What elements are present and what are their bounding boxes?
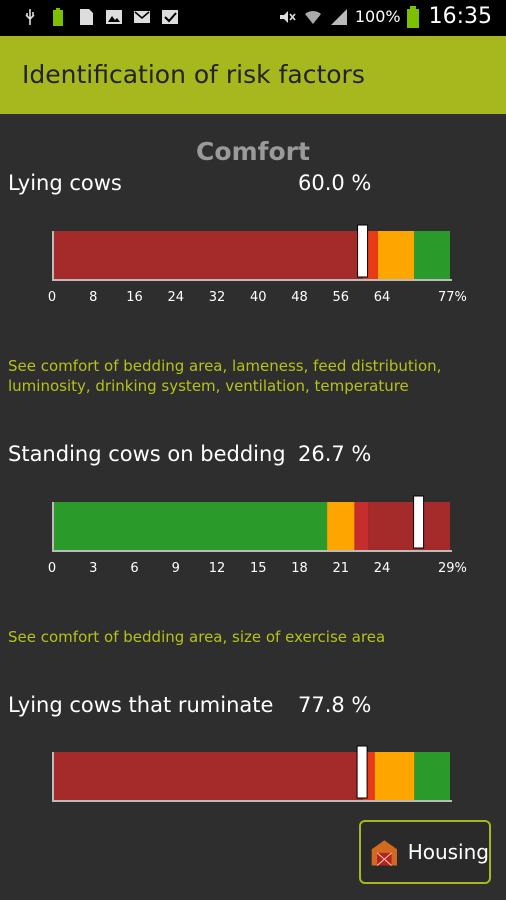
sd-card-icon (80, 9, 93, 25)
gauge-segment (368, 502, 450, 550)
gauge-segment (354, 502, 369, 550)
usb-icon (25, 9, 35, 25)
gauge-segment (362, 752, 375, 800)
check-icon (162, 10, 178, 24)
gauge-svg (52, 495, 452, 552)
gauge-marker (356, 745, 368, 799)
advice-text: See comfort of bedding area, lameness, f… (8, 357, 442, 395)
tick-label: 16 (126, 290, 143, 305)
advice-text: See comfort of bedding area, size of exe… (8, 628, 386, 646)
gauge-segment (54, 231, 363, 279)
gauge-segment (327, 502, 355, 550)
gauge-segment (54, 752, 363, 800)
gauge-segment (374, 752, 415, 800)
gauge-segment (378, 231, 414, 279)
gmail-icon (134, 11, 150, 23)
barn-icon (371, 840, 397, 866)
tick-label: 40 (249, 290, 267, 305)
tick-label: 8 (89, 290, 98, 305)
tick-label: 56 (332, 290, 350, 305)
indicator-value: 60.0 % (298, 171, 372, 195)
gauge-svg (52, 224, 452, 281)
gauge-marker (413, 495, 425, 549)
gauge-segment (414, 231, 450, 279)
clock: 16:35 (428, 4, 492, 29)
battery-icon (406, 5, 419, 28)
tick-label: 24 (167, 290, 185, 305)
signal-icon (330, 8, 347, 25)
tick-label: 0 (47, 561, 57, 576)
gauge-segment (414, 752, 450, 800)
image-icon (106, 10, 122, 24)
tick-label: 48 (291, 290, 308, 305)
risk-gauge (52, 224, 452, 281)
tick-label: 9 (171, 561, 180, 576)
tick-label: 29% (437, 561, 467, 576)
housing-label: Housing (407, 840, 489, 864)
gauge-marker (357, 224, 369, 278)
gauge-ticks: 0 8 16 24 32 40 48 56 64 77% (48, 290, 472, 306)
gauge-segment (54, 502, 328, 550)
wifi-icon (304, 10, 321, 24)
indicator-label: Lying cows that ruminate (8, 693, 274, 717)
app-bar: Identification of risk factors (0, 36, 506, 114)
tick-label: 64 (373, 290, 391, 305)
tick-label: 77% (437, 290, 467, 305)
risk-gauge (52, 495, 452, 552)
indicator-value: 77.8 % (298, 693, 372, 717)
battery-full-icon (53, 8, 63, 26)
battery-percent: 100% (354, 7, 401, 26)
indicator-label: Standing cows on bedding (8, 442, 286, 466)
tick-label: 0 (47, 290, 57, 305)
indicator-label: Lying cows (8, 171, 122, 195)
housing-button[interactable]: Housing (359, 820, 491, 884)
tick-label: 18 (291, 561, 308, 576)
system-status: 100% 16:35 (277, 4, 492, 29)
section-title: Comfort (196, 137, 310, 166)
tick-label: 3 (89, 561, 98, 576)
mute-icon (279, 10, 296, 23)
risk-gauge (52, 745, 452, 802)
notification-icons (20, 7, 180, 27)
tick-label: 15 (249, 561, 267, 576)
tick-label: 32 (208, 290, 226, 305)
status-bar: 100% 16:35 (0, 0, 506, 36)
tick-label: 21 (332, 561, 350, 576)
tick-label: 12 (208, 561, 226, 576)
gauge-svg (52, 745, 452, 802)
gauge-ticks: 0 3 6 9 12 15 18 21 24 29% (48, 561, 472, 577)
page-title: Identification of risk factors (22, 60, 365, 89)
tick-label: 6 (130, 561, 139, 576)
tick-label: 24 (373, 561, 391, 576)
indicator-value: 26.7 % (298, 442, 372, 466)
